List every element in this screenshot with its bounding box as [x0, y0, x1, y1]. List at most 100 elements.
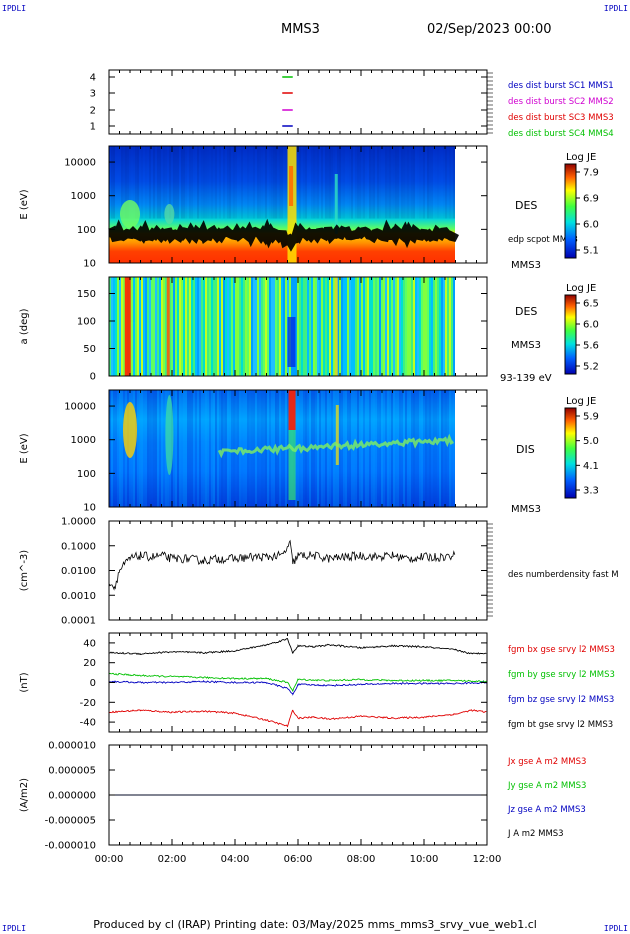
- pad-stripe: [383, 277, 385, 376]
- des-texture-stripe: [251, 146, 253, 219]
- dis-texture-stripe: [401, 390, 403, 507]
- pad-stripe: [441, 277, 443, 376]
- des-texture-stripe: [435, 146, 437, 219]
- dis-texture-stripe: [135, 390, 137, 507]
- pad-stripe: [237, 277, 239, 376]
- dis-texture-stripe: [149, 390, 151, 507]
- y-axis-label-des-energy: E (eV): [19, 189, 30, 219]
- des-texture-stripe: [183, 146, 185, 219]
- pad-stripe: [327, 277, 329, 376]
- des-texture-stripe: [121, 146, 123, 219]
- dis-texture-stripe: [207, 390, 209, 507]
- colorbar-title: Log JE: [566, 283, 596, 294]
- pad-stripe: [425, 277, 427, 376]
- des-texture-stripe: [407, 146, 409, 219]
- pad-stripe: [139, 277, 141, 376]
- pad-stripe: [385, 277, 387, 376]
- des-texture-stripe: [353, 146, 355, 219]
- dis-texture-stripe: [199, 390, 201, 507]
- dis-texture-stripe: [325, 390, 327, 507]
- des-texture-stripe: [351, 146, 353, 219]
- dis-texture-stripe: [445, 390, 447, 507]
- des-texture-stripe: [431, 146, 433, 219]
- pad-stripe: [269, 277, 271, 376]
- corner-label-bottom-left: IPDLI: [2, 924, 27, 933]
- dis-texture-stripe: [407, 390, 409, 507]
- des-texture-stripe: [179, 146, 181, 219]
- pad-stripe: [221, 277, 223, 376]
- dis-texture-stripe: [247, 390, 249, 507]
- dis-texture-stripe: [359, 390, 361, 507]
- x-tick-label: 02:00: [158, 854, 187, 865]
- dis-texture-stripe: [319, 390, 321, 507]
- pad-stripe: [369, 277, 371, 376]
- pad-stripe: [423, 277, 425, 376]
- pad-stripe: [397, 277, 399, 376]
- dis-texture-stripe: [121, 390, 123, 507]
- des-texture-stripe: [371, 146, 373, 219]
- pad-stripe: [235, 277, 237, 376]
- des-texture-stripe: [415, 146, 417, 219]
- pad-stripe: [199, 277, 201, 376]
- pad-stripe: [209, 277, 211, 376]
- instrument-label-des: DES: [515, 199, 537, 212]
- dis-texture-stripe: [175, 390, 177, 507]
- pad-stripe: [319, 277, 321, 376]
- des-texture-stripe: [373, 146, 375, 219]
- dis-texture-stripe: [141, 390, 143, 507]
- pad-stripe: [257, 277, 259, 376]
- pad-stripe: [279, 277, 281, 376]
- des-texture-stripe: [263, 146, 265, 219]
- des-texture-stripe: [279, 146, 281, 219]
- des-texture-stripe: [155, 146, 157, 219]
- field-line-4: [108, 638, 487, 656]
- pad-stripe: [341, 277, 343, 376]
- dis-texture-stripe: [185, 390, 187, 507]
- y-axis-label-pitch-angle: a (deg): [19, 308, 30, 344]
- legend-current-3: Jz gse A m2 MMS3: [507, 805, 586, 815]
- dis-texture-stripe: [271, 390, 273, 507]
- des-texture-stripe: [233, 146, 235, 219]
- pad-stripe: [377, 277, 379, 376]
- x-tick-label: 04:00: [221, 854, 250, 865]
- instrument-label-des-pad: DES: [515, 305, 537, 318]
- dis-texture-stripe: [343, 390, 345, 507]
- pad-stripe: [265, 277, 267, 376]
- dis-texture-stripe: [375, 390, 377, 507]
- des-texture-stripe: [113, 146, 115, 219]
- y-tick-label: 100: [77, 317, 96, 328]
- des-texture-stripe: [389, 146, 391, 219]
- pad-stripe: [407, 277, 409, 376]
- des-texture-stripe: [345, 146, 347, 219]
- pad-stripe: [263, 277, 265, 376]
- pad-stripe: [245, 277, 247, 376]
- des-texture-stripe: [135, 146, 137, 219]
- des-texture-stripe: [171, 146, 173, 219]
- pad-stripe: [355, 277, 357, 376]
- dis-texture-stripe: [231, 390, 233, 507]
- y-tick-label: -0.000005: [45, 816, 96, 827]
- dis-texture-stripe: [371, 390, 373, 507]
- y-tick-label: -40: [80, 718, 96, 729]
- colorbar-tick-label: 5.9: [583, 412, 599, 423]
- pad-stripe: [387, 277, 389, 376]
- pad-stripe: [203, 277, 205, 376]
- des-texture-stripe: [305, 146, 307, 219]
- pad-stripe: [297, 277, 299, 376]
- y-tick-label: 3: [90, 89, 96, 100]
- dis-texture-stripe: [435, 390, 437, 507]
- dis-texture-stripe: [369, 390, 371, 507]
- dis-texture-stripe: [183, 390, 185, 507]
- des-texture-stripe: [315, 146, 317, 219]
- dis-texture-stripe: [179, 390, 181, 507]
- pad-stripe: [381, 277, 383, 376]
- des-texture-stripe: [311, 146, 313, 219]
- y-tick-label: 50: [83, 344, 96, 355]
- dis-texture-stripe: [187, 390, 189, 507]
- dis-texture-stripe: [449, 390, 451, 507]
- des-texture-stripe: [217, 146, 219, 219]
- des-texture-stripe: [149, 146, 151, 219]
- des-texture-stripe: [169, 146, 171, 219]
- pad-stripe: [239, 277, 241, 376]
- pad-stripe: [259, 277, 261, 376]
